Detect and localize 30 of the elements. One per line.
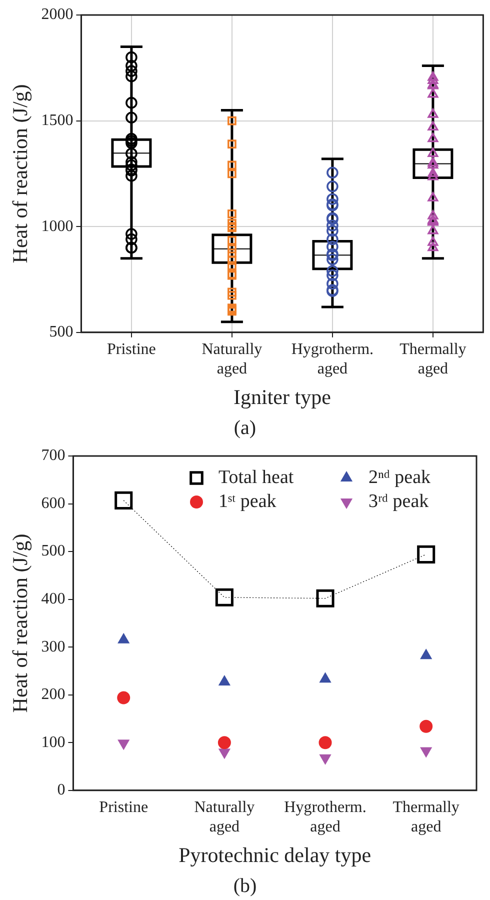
y-tick-label: 500 [49,324,74,341]
y-axis-title: Heat of reaction (J/g) [8,84,32,264]
y-tick-label: 1500 [41,112,74,130]
legend-label: Total heat [218,466,294,488]
y-tick-label: 0 [57,782,66,799]
x-axis-title: Pyrotechnic delay type [178,842,372,867]
text: (b) [232,874,258,899]
y-tick-label: 100 [41,734,66,751]
legend-label: 3ʳᵈ peak [368,490,430,512]
x-tick-label: Thermally aged [400,341,466,378]
legend-label: 1ˢᵗ peak [218,490,277,512]
y-tick-label: 1000 [41,218,74,235]
y-tick-label: 700 [41,447,66,464]
x-tick-label: Thermally aged [392,799,460,836]
x-tick-label: Pristine [99,799,148,816]
y-axis-title: Heat of reaction (J/g) [8,534,32,713]
y-tick-label: 600 [41,494,66,512]
text: (a) [232,416,258,441]
y-tick-label: 300 [41,638,66,656]
x-axis-title: Igniter type [234,384,331,409]
y-tick-label: 500 [41,542,66,560]
x-tick-label: Naturally aged [194,799,255,836]
x-tick-label: Hygrotherm. aged [284,799,366,836]
x-tick-label: Hygrotherm. aged [291,341,374,378]
y-tick-label: 2000 [41,6,74,24]
x-tick-label: Naturally aged [202,341,262,378]
x-tick-label: Pristine [107,341,156,358]
y-tick-label: 200 [41,686,66,704]
legend-label: 2ⁿᵈ peak [368,466,432,488]
y-tick-label: 400 [41,590,66,608]
